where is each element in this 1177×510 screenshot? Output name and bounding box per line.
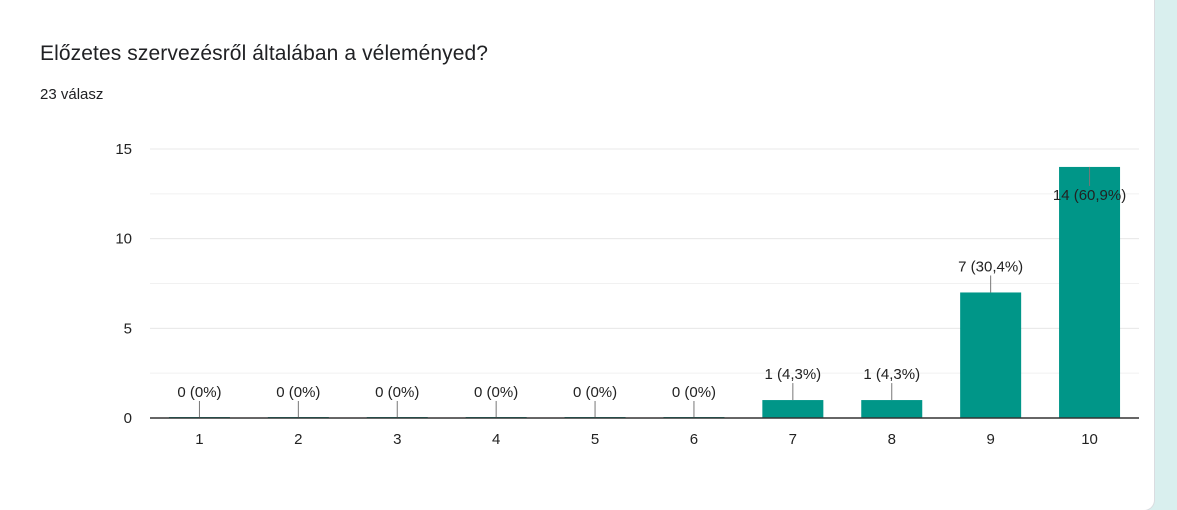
data-label: 0 (0%) [177,384,221,401]
data-label: 0 (0%) [573,384,617,401]
data-label: 0 (0%) [672,384,716,401]
x-tick-label: 2 [294,431,302,448]
x-tick-label: 4 [492,431,500,448]
data-label: 7 (30,4%) [958,258,1023,275]
bar [762,400,824,418]
y-tick-label: 0 [124,410,132,427]
x-tick-label: 5 [591,431,599,448]
bar [861,400,923,418]
bar-chart: 0 5 10 15 0 (0%) 1 0 (0%) 2 0 (0%) 3 0 (0%) 4 0 (0%)… [115,141,1139,448]
data-label: 0 (0%) [375,384,419,401]
x-tick-label: 1 [195,431,203,448]
x-tick-label: 9 [986,431,994,448]
x-tick-label: 7 [789,431,797,448]
question-title: Előzetes szervezésről általában a vélemé… [40,42,489,65]
data-label: 14 (60,9%) [1053,187,1126,204]
x-tick-label: 10 [1081,431,1098,448]
data-label: 0 (0%) [276,384,320,401]
y-tick-label: 15 [115,141,132,158]
y-tick-label: 10 [115,231,132,248]
data-label: 0 (0%) [474,384,518,401]
data-label: 1 (4,3%) [764,366,821,383]
bar [1059,166,1121,418]
x-tick-label: 3 [393,431,401,448]
bar [960,292,1022,418]
y-tick-label: 5 [124,320,132,337]
response-count: 23 válasz [40,86,104,103]
x-tick-label: 6 [690,431,698,448]
data-label: 1 (4,3%) [863,366,920,383]
x-tick-label: 8 [888,431,896,448]
